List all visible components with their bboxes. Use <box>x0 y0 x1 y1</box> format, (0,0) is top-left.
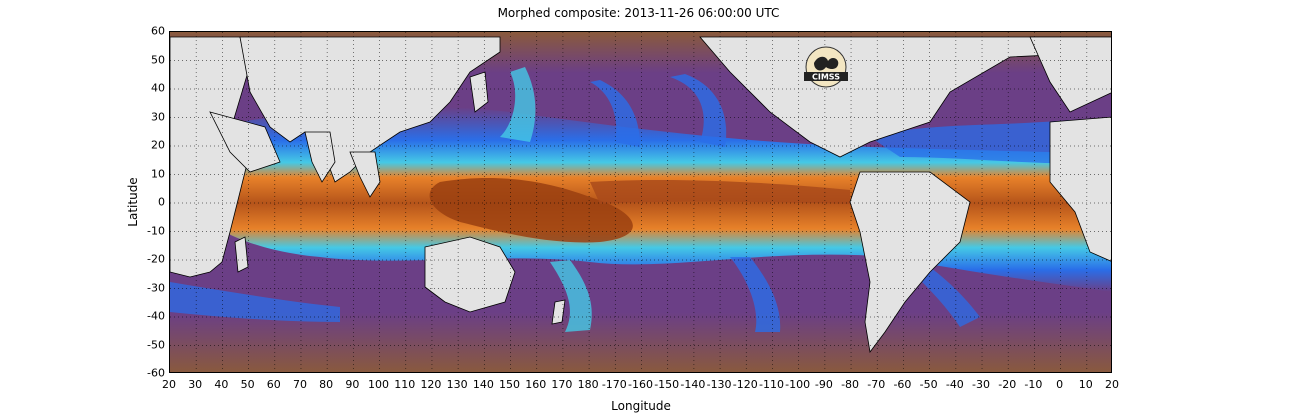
x-tick-label: 110 <box>394 378 416 391</box>
y-tick-label: 50 <box>151 53 165 66</box>
japan <box>469 71 489 113</box>
x-tick-label: -170 <box>601 378 627 391</box>
x-tick-label: 150 <box>499 378 521 391</box>
x-tick-label: -120 <box>732 378 758 391</box>
africa-east-edge <box>1049 116 1111 262</box>
plume-4 <box>550 260 592 332</box>
x-tick-label: 70 <box>292 378 307 391</box>
x-tick-label: -140 <box>680 378 706 391</box>
itcz-core <box>590 179 850 204</box>
y-tick-label: 40 <box>151 81 165 95</box>
x-tick-label: -40 <box>945 378 964 391</box>
x-tick-label: 10 <box>1078 378 1093 391</box>
x-tick-label: 130 <box>446 378 468 391</box>
cimss-logo: CIMSS <box>804 46 848 88</box>
indochina <box>349 151 381 198</box>
x-tick-label: -10 <box>1024 378 1043 391</box>
x-tick-label: -70 <box>867 378 886 391</box>
x-axis-label: Longitude <box>611 399 671 413</box>
x-tick-label: 20 <box>162 378 176 391</box>
x-tick-label: -130 <box>706 378 732 391</box>
x-tick-label: 140 <box>472 378 494 391</box>
y-tick-label: -10 <box>147 224 165 237</box>
plume-7 <box>170 282 340 322</box>
plume-2 <box>590 80 640 147</box>
y-tick-label: -40 <box>147 309 165 323</box>
x-tick-label: 60 <box>266 378 281 391</box>
x-tick-label: -90 <box>814 378 833 391</box>
south-america <box>849 171 971 353</box>
logo-text: CIMSS <box>812 73 840 82</box>
y-tick-label: -60 <box>147 366 165 380</box>
plume-1 <box>500 67 536 142</box>
y-tick-label: 10 <box>151 167 165 180</box>
y-tick-label: 0 <box>158 195 165 209</box>
y-tick-label: -30 <box>147 281 165 294</box>
y-tick-label: -20 <box>147 252 165 266</box>
north-america <box>699 36 1111 158</box>
x-tick-label: 160 <box>525 378 547 391</box>
plume-5 <box>730 257 781 332</box>
x-tick-label: 40 <box>214 378 229 391</box>
x-tick-label: 30 <box>188 378 203 391</box>
x-tick-label: 50 <box>240 378 255 391</box>
very-moist-core <box>429 177 633 243</box>
x-tick-label: -160 <box>628 378 653 391</box>
y-tick-label: 60 <box>151 24 165 38</box>
x-tick-label: 80 <box>319 378 334 391</box>
plume-3 <box>670 74 727 147</box>
land <box>170 36 1111 353</box>
y-axis-label: Latitude <box>126 177 140 227</box>
y-tick-label: -50 <box>147 338 165 351</box>
y-tick-label: 20 <box>151 138 165 152</box>
map-title: Morphed composite: 2013-11-26 06:00:00 U… <box>497 6 780 20</box>
x-tick-label: -100 <box>785 378 811 391</box>
x-tick-label: -80 <box>841 378 860 391</box>
arabia <box>209 111 281 173</box>
x-tick-label: -150 <box>654 378 680 391</box>
x-tick-label: 100 <box>368 378 390 391</box>
x-tick-label: 0 <box>1056 378 1064 391</box>
x-tick-label: -110 <box>758 378 784 391</box>
x-tick-label: 120 <box>420 378 442 391</box>
precipitable-water-map <box>169 31 1112 373</box>
x-tick-label: 20 <box>1105 378 1119 391</box>
x-tick-label: -60 <box>893 378 912 391</box>
madagascar <box>234 236 249 273</box>
x-tick-label: 180 <box>577 378 599 391</box>
y-tick-label: 30 <box>151 110 165 123</box>
x-tick-label: 170 <box>551 378 573 391</box>
x-tick-label: 90 <box>345 378 360 391</box>
new-zealand <box>551 299 566 325</box>
europe <box>1029 36 1111 113</box>
x-tick-label: -20 <box>998 378 1017 391</box>
x-tick-label: -50 <box>919 378 938 391</box>
graticule <box>170 32 1111 372</box>
x-tick-label: -30 <box>972 378 990 391</box>
map-canvas <box>170 32 1111 372</box>
